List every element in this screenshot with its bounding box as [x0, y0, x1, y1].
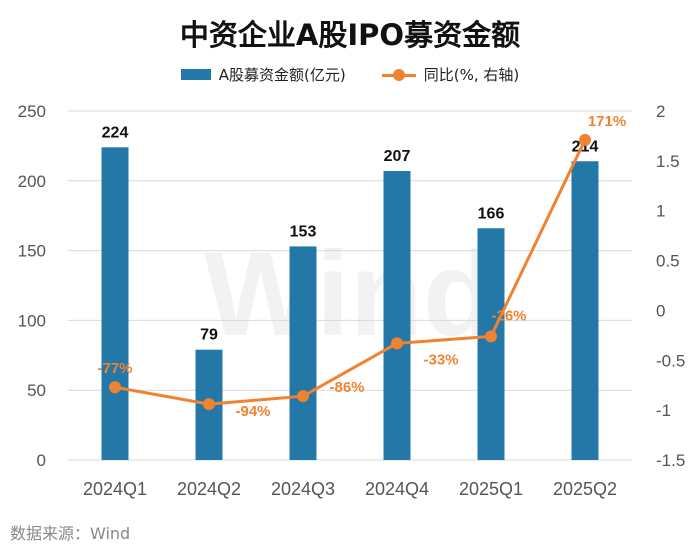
- bar-value-label: 224: [102, 124, 129, 141]
- yoy-point: [579, 133, 591, 146]
- left-axis-tick-label: 100: [18, 311, 46, 330]
- category-label: 2024Q1: [83, 479, 147, 499]
- yoy-value-label: 171%: [588, 113, 626, 130]
- yoy-point: [203, 398, 215, 411]
- bar-value-label: 207: [384, 148, 411, 165]
- right-axis-tick-label: 0.5: [656, 252, 680, 271]
- yoy-point: [391, 337, 403, 350]
- right-axis-tick-label: 1.5: [656, 152, 680, 171]
- right-axis-tick-label: -1.5: [656, 451, 685, 470]
- bar: [289, 246, 317, 460]
- legend-item-bar: A股募资金额(亿元): [180, 64, 346, 85]
- legend-bar-label: A股募资金额(亿元): [218, 66, 346, 84]
- right-axis-tick-label: 2: [656, 102, 665, 121]
- yoy-value-label: -77%: [97, 360, 132, 377]
- category-label: 2025Q2: [553, 479, 617, 499]
- bar-value-label: 79: [200, 327, 218, 344]
- right-axis-tick-label: 0: [656, 301, 665, 320]
- legend-line-label: 同比(%, 右轴): [423, 66, 520, 84]
- legend-line-swatch: [381, 68, 416, 81]
- bar: [383, 171, 411, 460]
- left-axis-tick-label: 150: [18, 242, 46, 261]
- right-axis-tick-label: 1: [656, 202, 665, 221]
- bar-value-label: 153: [290, 223, 317, 240]
- bar: [477, 228, 505, 460]
- yoy-value-label: -86%: [329, 379, 364, 396]
- yoy-line: [114, 139, 587, 406]
- source-note: 数据来源：Wind: [10, 524, 131, 543]
- category-label: 2025Q1: [459, 479, 523, 499]
- yoy-point: [109, 381, 121, 394]
- bar: [571, 161, 599, 461]
- legend: A股募资金额(亿元) 同比(%, 右轴): [0, 64, 700, 85]
- right-axis-tick-label: -1: [656, 401, 671, 420]
- right-axis-tick-label: -0.5: [656, 351, 685, 370]
- left-axis-tick-label: 0: [37, 451, 46, 470]
- yoy-value-label: -26%: [491, 307, 526, 324]
- left-axis-tick-label: 50: [27, 381, 46, 400]
- legend-bar-swatch: [180, 69, 211, 80]
- category-label: 2024Q3: [271, 479, 335, 499]
- chart-title: 中资企业A股IPO募资金额: [179, 18, 521, 52]
- legend-item-line: 同比(%, 右轴): [381, 64, 520, 85]
- watermark: Wind: [204, 227, 496, 361]
- left-axis-tick-label: 200: [18, 172, 46, 191]
- yoy-value-label: -33%: [423, 351, 458, 368]
- left-axis-tick-label: 250: [18, 102, 46, 121]
- category-label: 2024Q4: [365, 479, 429, 499]
- yoy-point: [297, 390, 309, 403]
- bar: [101, 147, 129, 460]
- bar-value-label: 166: [478, 205, 505, 222]
- yoy-value-label: -94%: [235, 403, 270, 420]
- category-label: 2024Q2: [177, 479, 241, 499]
- yoy-point: [485, 330, 497, 343]
